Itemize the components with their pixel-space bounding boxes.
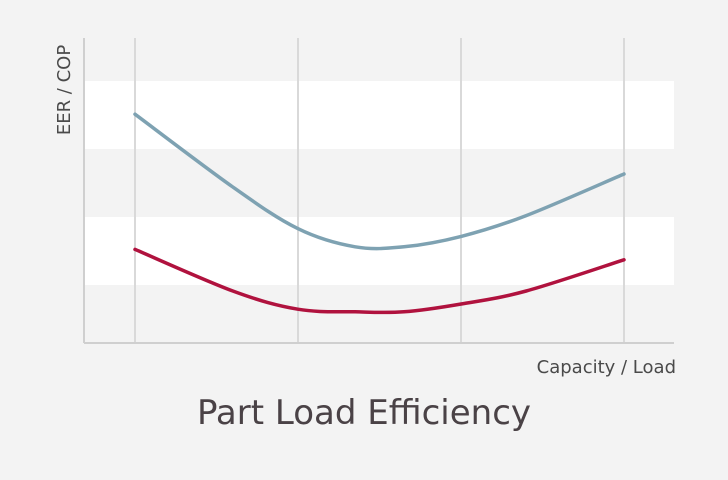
x-axis-label: Capacity / Load <box>537 357 676 378</box>
background-band-2 <box>85 217 674 285</box>
series-line-2 <box>133 247 626 315</box>
axes <box>83 38 674 344</box>
background-band-1 <box>85 81 674 149</box>
y-axis-label: EER / COP <box>54 45 75 135</box>
series-layer <box>133 112 626 315</box>
series-line-1 <box>133 112 626 251</box>
chart-title: Part Load Efficiency <box>196 393 532 433</box>
background-bands <box>85 81 674 285</box>
vertical-gridlines <box>134 38 625 343</box>
